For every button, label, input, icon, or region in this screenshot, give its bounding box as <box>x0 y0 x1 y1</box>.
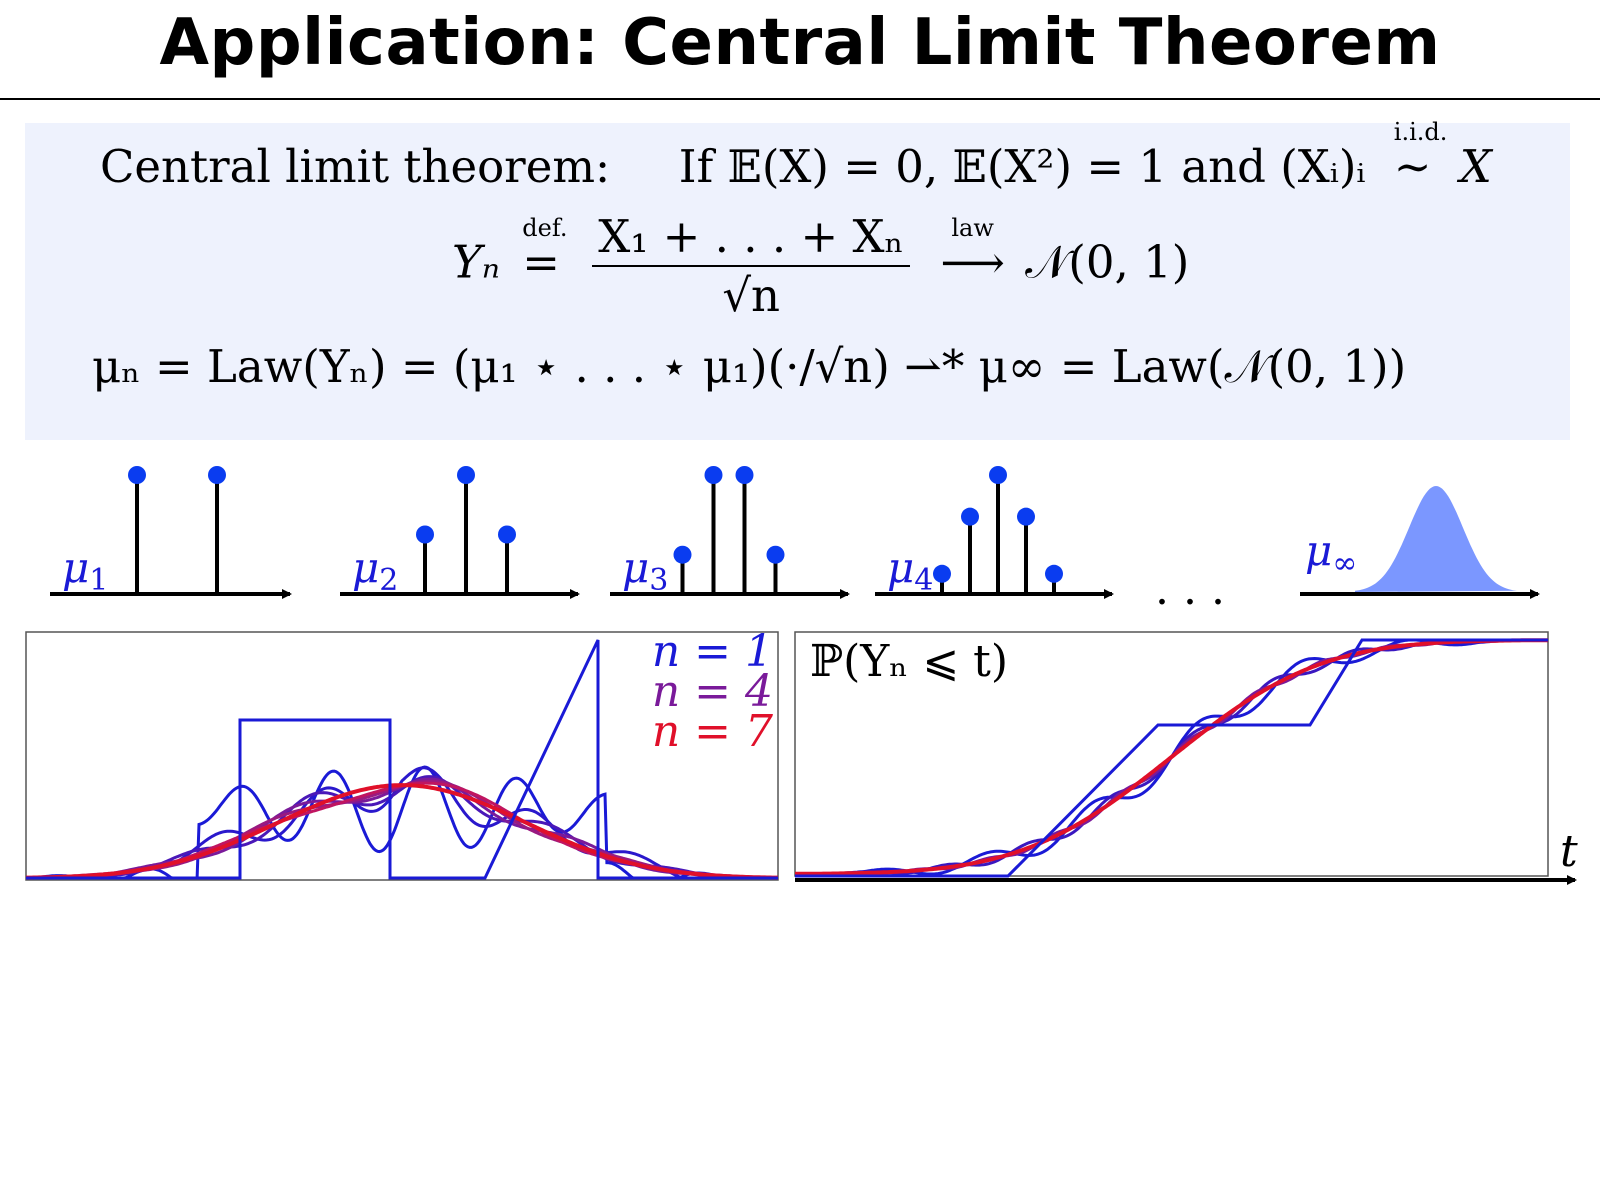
cdf-plot <box>794 631 1577 885</box>
law-arrow: law ⟶ <box>940 213 1005 289</box>
cdf-label: ℙ(Yₙ ⩽ t) <box>810 636 1009 687</box>
atom-dot <box>735 466 754 484</box>
atom-dot <box>457 466 475 484</box>
density-plot <box>25 631 779 881</box>
title-rule <box>0 98 1600 100</box>
measure-label: μ1 <box>62 543 108 598</box>
measures-row: μ1 μ2 μ3 μ4 . . . μ∞ <box>50 466 1540 615</box>
atom-dot <box>1017 507 1035 526</box>
theorem-line-1: Central limit theorem: If 𝔼(X) = 0, 𝔼(X²… <box>100 118 1492 193</box>
theorem-prefix: Central limit theorem: <box>100 140 611 193</box>
atom-dot <box>498 525 516 544</box>
sim-symbol: ∼ <box>1393 140 1432 193</box>
law-label: law <box>951 213 994 242</box>
atom-dot <box>673 545 692 564</box>
theorem-line-3: μₙ = Law(Yₙ) = (μ₁ ⋆ . . . ⋆ μ₁)(·/√n) ⇀… <box>92 340 1407 393</box>
gaussian-density <box>1355 486 1517 592</box>
measure-label: μ2 <box>352 543 398 598</box>
atom-dot <box>704 466 723 484</box>
def-label: def. <box>522 213 568 242</box>
legend-n7: n = 7 <box>651 706 773 757</box>
theorem-hypothesis: If 𝔼(X) = 0, 𝔼(X²) = 1 and (Xᵢ)ᵢ <box>678 140 1366 193</box>
atom-dot <box>766 545 785 564</box>
density-frame <box>25 631 779 881</box>
atom-dot <box>416 525 434 544</box>
cdf-curve-n1 <box>795 638 1548 878</box>
density-curve <box>26 775 779 880</box>
density-curve <box>26 779 778 880</box>
atom-dot <box>933 564 951 583</box>
ellipsis: . . . <box>1155 564 1225 615</box>
atom-dot <box>961 507 979 526</box>
sum-denominator: √n <box>722 269 780 322</box>
slide-title: Application: Central Limit Theorem <box>159 6 1441 80</box>
density-curve <box>25 781 778 880</box>
measure-label: μ3 <box>622 543 668 598</box>
cdf-frame <box>794 631 1549 877</box>
normal-law: 𝒩(0, 1) <box>1025 235 1190 289</box>
density-curve <box>26 777 778 880</box>
measure-label: μ4 <box>887 543 933 598</box>
t-axis-label: t <box>1560 826 1578 877</box>
atom-dot <box>208 466 226 484</box>
cdf-curve <box>795 638 1548 876</box>
sum-numerator: X₁ + . . . + Xₙ <box>592 210 911 267</box>
density-legend: n = 1 n = 4 n = 7 <box>651 626 773 757</box>
atom-dot <box>989 466 1007 484</box>
normalized-sum: X₁ + . . . + Xₙ √n <box>592 210 911 322</box>
atom-dot <box>1045 564 1063 583</box>
def-equal: def. = <box>522 213 568 289</box>
density-curve-n1 <box>26 639 778 880</box>
theorem-box <box>25 123 1570 440</box>
yn-symbol: Yₙ <box>452 235 500 289</box>
legend-n1: n = 1 <box>651 626 773 677</box>
theorem-variable: X <box>1459 140 1492 193</box>
theorem-line-2: Yₙ def. = X₁ + . . . + Xₙ √n law ⟶ 𝒩(0, 1) <box>452 210 1189 322</box>
legend-n4: n = 4 <box>651 666 773 717</box>
atom-dot <box>128 466 146 484</box>
limit-measure-label: μ∞ <box>1305 526 1357 581</box>
density-curve <box>26 783 778 880</box>
